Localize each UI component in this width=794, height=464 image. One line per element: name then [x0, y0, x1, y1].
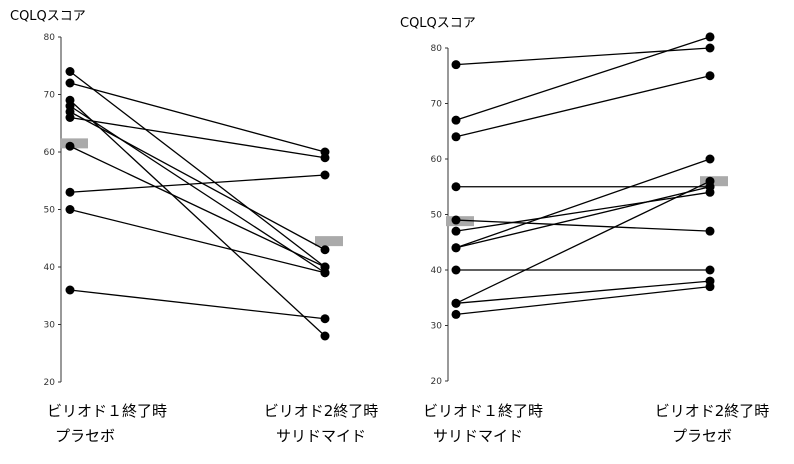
- data-point-end-left-7: [320, 170, 330, 180]
- subject-line-left-6: [69, 145, 326, 268]
- data-point-end-left-5: [320, 153, 330, 163]
- y-tick-label-right: 70: [431, 100, 443, 110]
- subject-line-left-0: [69, 70, 326, 268]
- y-tick-label-left: 50: [44, 206, 56, 216]
- y-tick-label-right: 20: [431, 377, 443, 387]
- y-tick-label-left: 60: [44, 148, 56, 158]
- y-tick-label-left: 80: [44, 33, 56, 43]
- data-point-start-right-3: [451, 182, 461, 192]
- data-point-start-left-6: [65, 141, 75, 151]
- data-point-start-right-4: [451, 215, 461, 225]
- subject-line-right-0: [455, 47, 711, 66]
- subject-line-right-5: [455, 191, 711, 232]
- y-tick-label-left: 20: [44, 378, 56, 388]
- y-tick-label-left: 40: [44, 263, 56, 273]
- data-point-end-left-8: [320, 268, 330, 278]
- y-tick-label-right: 80: [431, 44, 443, 54]
- data-point-end-left-2: [320, 331, 330, 341]
- category-label-right-1-line2: プラセボ: [672, 427, 732, 445]
- data-point-end-right-9: [705, 176, 715, 186]
- data-point-start-right-8: [451, 265, 461, 275]
- data-point-end-right-7: [705, 154, 715, 164]
- data-point-start-left-1: [65, 78, 75, 88]
- y-tick-label-right: 60: [431, 155, 443, 165]
- data-point-end-right-4: [705, 226, 715, 236]
- category-label-right-0-line1: ビリオド１終了時: [423, 402, 543, 420]
- subject-line-left-7: [69, 174, 326, 193]
- y-axis-title-right: CQLQスコア: [400, 16, 476, 31]
- category-label-left-1-line1: ビリオド2終了時: [264, 402, 379, 420]
- category-label-right-0-line2: サリドマイド: [433, 427, 523, 445]
- data-point-start-right-7: [451, 243, 461, 253]
- subject-line-right-4: [455, 219, 711, 232]
- subject-line-left-1: [69, 82, 326, 153]
- category-label-left-0-line2: プラセボ: [55, 427, 115, 445]
- data-point-start-right-1: [451, 115, 461, 125]
- data-point-end-left-4: [320, 245, 330, 255]
- data-point-end-right-1: [705, 32, 715, 42]
- y-tick-label-right: 30: [431, 322, 443, 332]
- subject-line-right-9: [455, 180, 711, 304]
- subject-line-right-11: [455, 286, 711, 316]
- subject-line-right-7: [455, 158, 711, 249]
- data-point-end-right-11: [705, 282, 715, 292]
- subject-line-right-2: [455, 75, 711, 138]
- subject-line-left-2: [69, 99, 326, 337]
- data-point-end-right-0: [705, 43, 715, 53]
- subject-line-left-8: [69, 208, 326, 274]
- subject-line-left-5: [69, 116, 326, 159]
- data-point-end-left-9: [320, 314, 330, 324]
- mean-marker-left-0: [60, 138, 88, 149]
- subject-line-right-6: [455, 186, 711, 249]
- mean-marker-left-1: [315, 236, 343, 247]
- category-label-left-1-line2: サリドマイド: [276, 427, 366, 445]
- subject-line-left-9: [69, 289, 326, 320]
- category-label-left-0-line1: ビリオド１終了時: [47, 402, 167, 420]
- data-point-start-left-0: [65, 67, 75, 76]
- data-point-start-right-0: [451, 60, 461, 70]
- data-point-start-left-8: [65, 205, 75, 214]
- subject-line-right-10: [455, 280, 711, 304]
- data-point-start-left-9: [65, 285, 75, 295]
- data-point-start-left-5: [65, 113, 75, 122]
- y-axis-title-left: CQLQスコア: [10, 9, 86, 24]
- category-label-right-1-line1: ビリオド2終了時: [655, 402, 770, 420]
- data-point-end-right-8: [705, 265, 715, 275]
- y-tick-label-left: 70: [44, 91, 56, 101]
- data-point-start-left-7: [65, 187, 75, 197]
- y-tick-label-left: 30: [44, 321, 56, 331]
- data-point-start-right-11: [451, 309, 461, 319]
- data-point-start-right-5: [451, 226, 461, 236]
- data-point-end-right-2: [705, 71, 715, 81]
- subject-line-right-1: [455, 36, 711, 121]
- subject-line-left-3: [69, 105, 326, 274]
- data-point-start-right-10: [451, 298, 461, 308]
- subject-line-left-4: [69, 111, 326, 251]
- y-tick-label-right: 50: [431, 211, 443, 221]
- data-point-start-right-2: [451, 132, 461, 142]
- y-tick-label-right: 40: [431, 266, 443, 276]
